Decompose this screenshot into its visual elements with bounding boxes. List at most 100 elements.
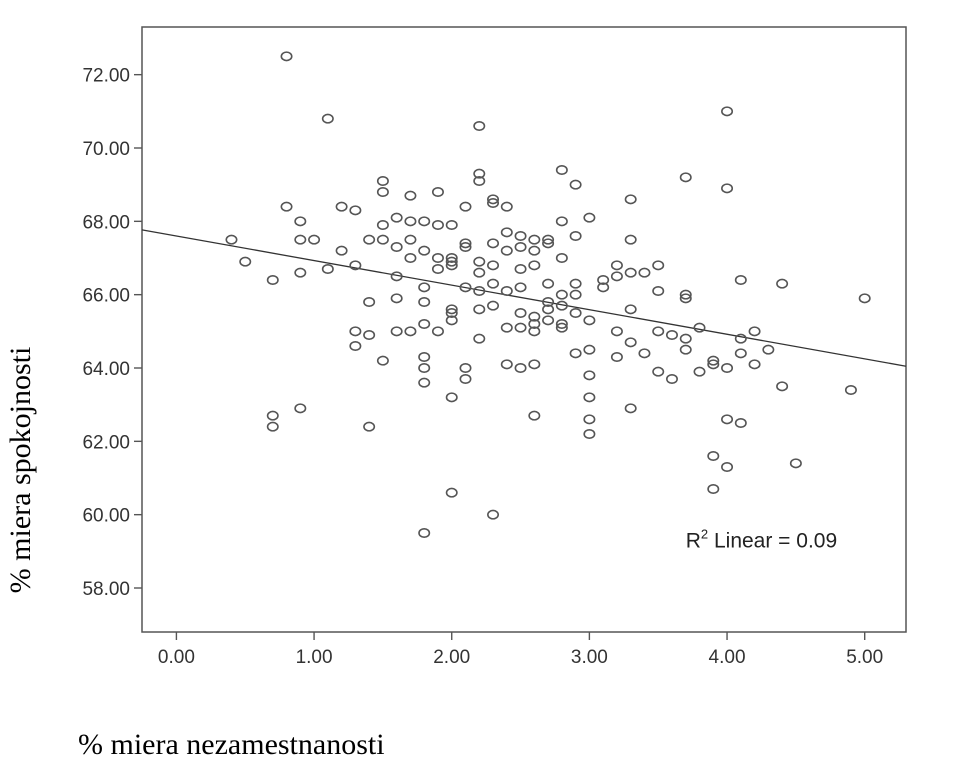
data-point: [514, 263, 527, 274]
data-point: [679, 289, 692, 300]
data-point: [404, 216, 417, 227]
data-point: [638, 267, 651, 278]
data-point: [487, 198, 500, 209]
data-point: [776, 278, 789, 289]
data-point: [528, 260, 541, 271]
data-point: [597, 282, 610, 293]
y-tick-label: 58.00: [82, 579, 130, 600]
data-point: [459, 362, 472, 373]
data-point: [514, 231, 527, 242]
data-point: [459, 238, 472, 249]
data-point: [404, 190, 417, 201]
data-point: [335, 201, 348, 212]
data-point: [239, 256, 252, 267]
data-point: [583, 212, 596, 223]
data-point: [528, 359, 541, 370]
data-point: [363, 421, 376, 432]
data-point: [266, 410, 279, 421]
data-point: [624, 304, 637, 315]
data-point: [363, 234, 376, 245]
data-point: [418, 318, 431, 329]
data-point: [390, 212, 403, 223]
y-axis-title: % miera spokojnosti: [4, 347, 37, 594]
y-tick-label: 64.00: [82, 359, 130, 380]
data-point: [748, 359, 761, 370]
data-point: [528, 318, 541, 329]
data-point: [721, 106, 734, 117]
data-point: [844, 384, 857, 395]
data-point: [721, 183, 734, 194]
data-point: [363, 296, 376, 307]
data-point: [583, 315, 596, 326]
data-point: [487, 238, 500, 249]
data-point: [349, 260, 362, 271]
x-axis-ticks: 0.00 1.00 2.00 3.00 4.00 5.00: [158, 632, 883, 668]
data-point: [418, 282, 431, 293]
data-point: [418, 351, 431, 362]
y-tick-label: 62.00: [82, 432, 130, 453]
data-point: [500, 245, 513, 256]
data-point: [500, 359, 513, 370]
data-point: [487, 300, 500, 311]
data-point: [679, 344, 692, 355]
data-point: [418, 216, 431, 227]
data-point: [280, 51, 293, 62]
data-point: [638, 348, 651, 359]
data-point: [748, 326, 761, 337]
data-point: [459, 201, 472, 212]
data-point: [652, 285, 665, 296]
data-point: [652, 366, 665, 377]
data-point: [555, 318, 568, 329]
data-point: [500, 227, 513, 238]
data-point: [528, 410, 541, 421]
data-point: [445, 304, 458, 315]
data-point: [390, 271, 403, 282]
data-point: [294, 234, 307, 245]
data-point: [693, 322, 706, 333]
data-point: [665, 329, 678, 340]
data-point: [514, 322, 527, 333]
y-axis-ticks: 58.00 60.00 62.00 64.00 66.00 68.00 70.00 72.00: [82, 66, 142, 600]
data-point: [266, 421, 279, 432]
y-tick-label: 72.00: [82, 66, 130, 87]
data-point: [542, 304, 555, 315]
data-point: [555, 300, 568, 311]
data-point: [376, 176, 389, 187]
data-point: [514, 362, 527, 373]
data-point: [569, 278, 582, 289]
data-point: [542, 278, 555, 289]
data-point: [542, 296, 555, 307]
data-point: [473, 267, 486, 278]
data-point: [418, 377, 431, 388]
data-point: [555, 216, 568, 227]
data-point: [528, 234, 541, 245]
data-point: [473, 285, 486, 296]
data-point: [610, 271, 623, 282]
data-point: [652, 260, 665, 271]
data-point: [624, 403, 637, 414]
data-point: [624, 337, 637, 348]
data-point: [487, 194, 500, 205]
data-point: [225, 234, 238, 245]
data-point: [431, 263, 444, 274]
data-point: [321, 113, 334, 124]
data-point: [624, 267, 637, 278]
data-point: [308, 234, 321, 245]
data-point: [583, 344, 596, 355]
data-point: [542, 234, 555, 245]
x-tick-label: 5.00: [846, 647, 883, 668]
data-point: [500, 285, 513, 296]
plot-frame: [141, 26, 907, 633]
data-point: [445, 220, 458, 231]
data-point: [624, 194, 637, 205]
data-point: [404, 253, 417, 264]
data-point: [473, 168, 486, 179]
data-point: [583, 414, 596, 425]
data-point: [431, 253, 444, 264]
data-point: [445, 256, 458, 267]
y-tick-label: 66.00: [82, 286, 130, 307]
data-point: [514, 242, 527, 253]
data-point: [390, 293, 403, 304]
